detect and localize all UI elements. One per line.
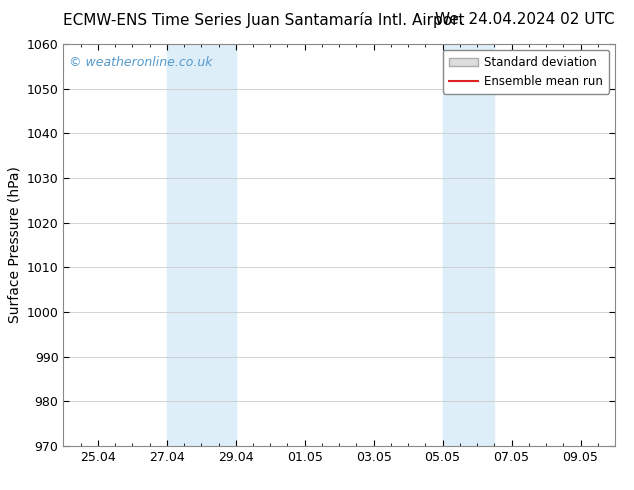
Legend: Standard deviation, Ensemble mean run: Standard deviation, Ensemble mean run [443, 50, 609, 94]
Bar [167, 44, 236, 446]
Text: © weatheronline.co.uk: © weatheronline.co.uk [69, 56, 212, 69]
Text: ECMW-ENS Time Series Juan Santamaría Intl. Airport: ECMW-ENS Time Series Juan Santamaría Int… [63, 12, 465, 28]
Text: We. 24.04.2024 02 UTC: We. 24.04.2024 02 UTC [436, 12, 615, 27]
Bar [443, 44, 495, 446]
Y-axis label: Surface Pressure (hPa): Surface Pressure (hPa) [7, 167, 21, 323]
